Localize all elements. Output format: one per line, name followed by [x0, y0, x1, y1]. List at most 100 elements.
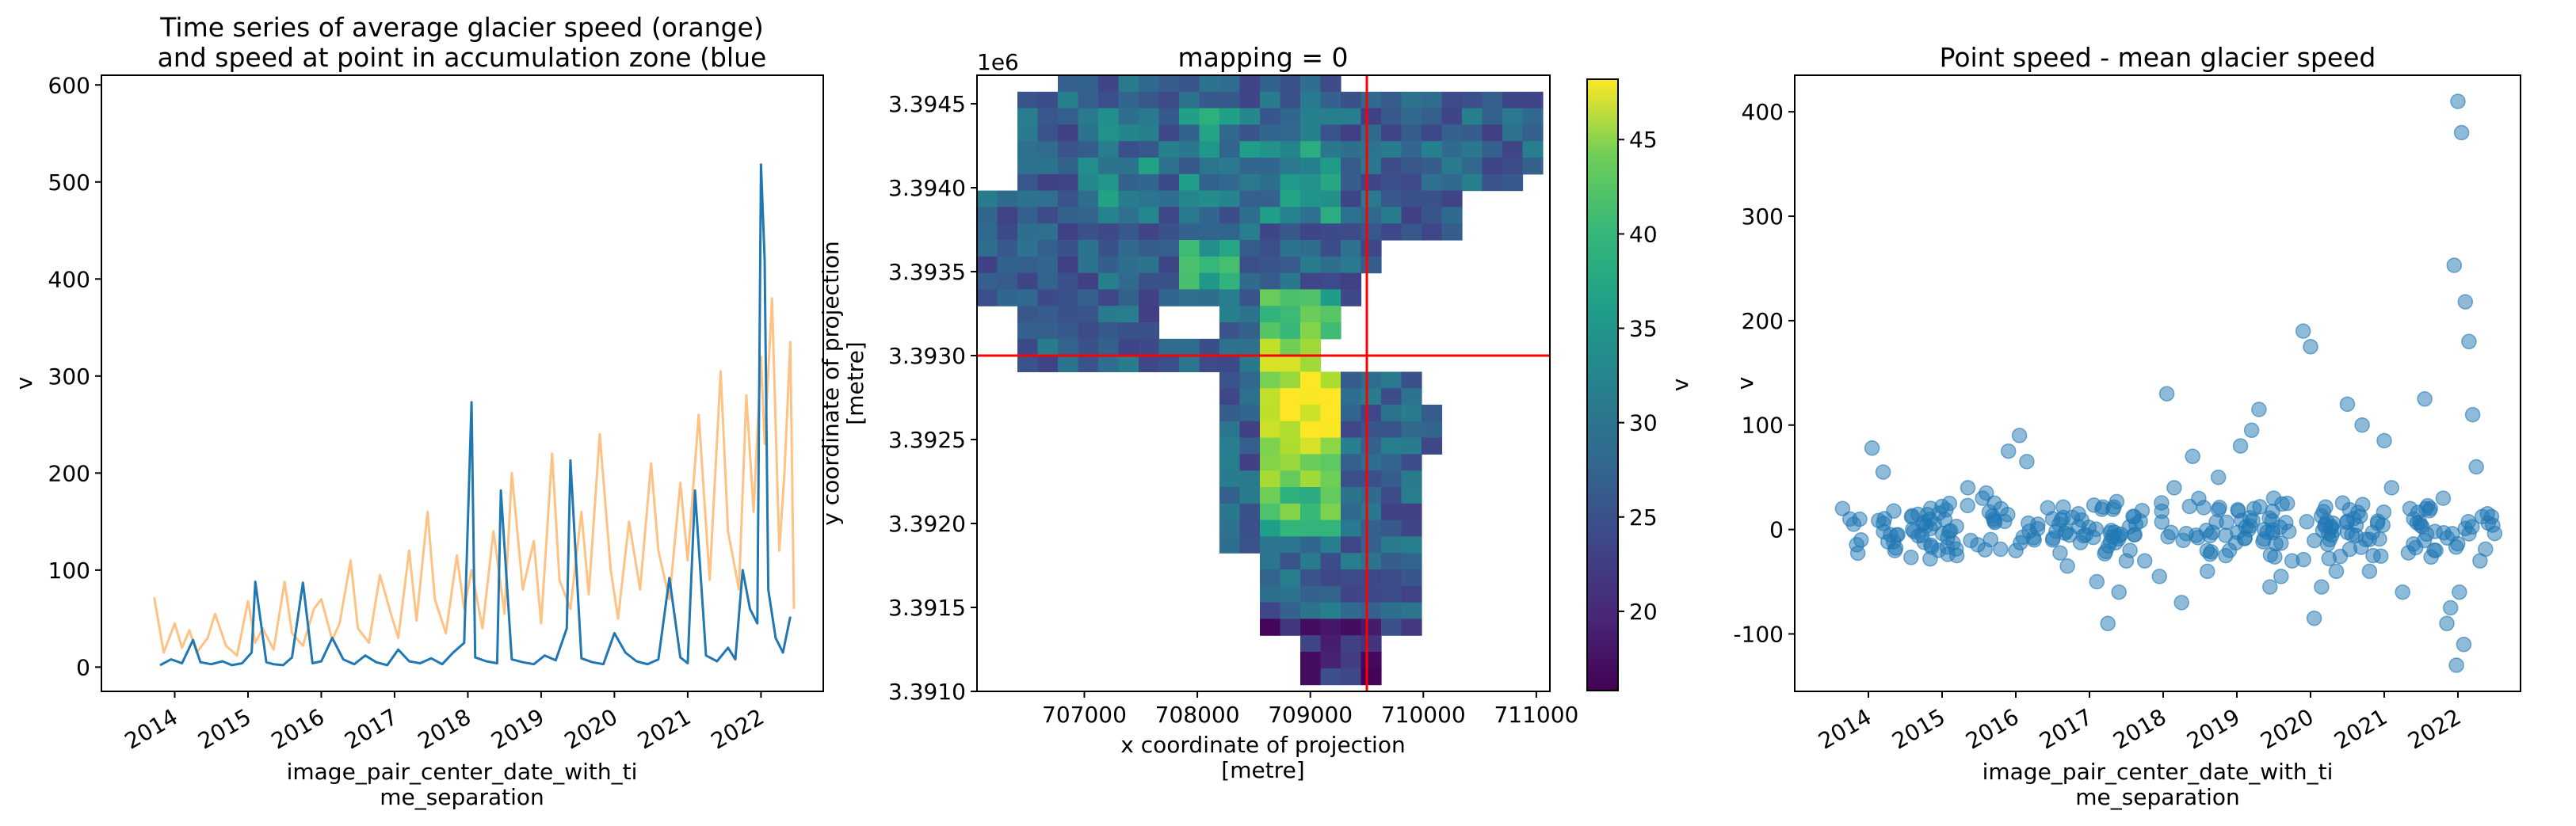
- heatmap-cell: [1179, 223, 1200, 241]
- scatter-point: [2112, 526, 2129, 542]
- heatmap-cell: [1300, 272, 1322, 290]
- heatmap-cell: [1381, 536, 1402, 554]
- heatmap-cell: [1037, 306, 1059, 323]
- scatter-point: [1970, 537, 1986, 553]
- scatter-point: [2464, 519, 2480, 535]
- heatmap-cell: [1361, 158, 1382, 175]
- heatmap-cell: [1139, 158, 1160, 175]
- panel2-ylabel-line2: [metre]: [842, 341, 868, 424]
- heatmap-cell: [1017, 91, 1039, 109]
- heatmap-cell: [1179, 240, 1200, 257]
- panel3-xlabel-line2: me_separation: [2075, 784, 2240, 810]
- scatter-point: [2044, 532, 2061, 548]
- heatmap-cell: [1139, 272, 1160, 290]
- y-tick-label: 3.3945: [888, 91, 966, 117]
- heatmap-cell: [1422, 108, 1443, 125]
- scatter-point: [1864, 440, 1880, 456]
- heatmap-cell: [1502, 91, 1524, 109]
- heatmap-cell: [1179, 158, 1200, 175]
- heatmap-cell: [1199, 91, 1220, 109]
- heatmap-cell: [1361, 437, 1382, 455]
- heatmap-cell: [1381, 371, 1402, 389]
- heatmap-cell: [1139, 256, 1160, 274]
- heatmap-cell: [1179, 124, 1200, 142]
- heatmap-cell: [1320, 256, 1341, 274]
- scatter-point: [2185, 448, 2200, 465]
- heatmap-cell: [1260, 487, 1281, 504]
- heatmap-cell: [1179, 256, 1200, 274]
- heatmap-cell: [997, 190, 1018, 207]
- heatmap-cell: [1280, 520, 1301, 537]
- heatmap-cell: [1422, 190, 1443, 207]
- heatmap-cell: [1199, 75, 1220, 93]
- colorbar-tick-label: 20: [1629, 599, 1658, 625]
- scatter-point: [2376, 504, 2392, 520]
- scatter-point: [2273, 535, 2289, 551]
- x-tick-label: 2016: [1961, 703, 2023, 754]
- scatter-point: [2154, 514, 2170, 530]
- panel2-title: mapping = 0: [1178, 42, 1349, 73]
- heatmap-cell: [1361, 91, 1382, 109]
- scatter-point: [2307, 532, 2322, 549]
- heatmap-cell: [1381, 602, 1402, 619]
- x-tick-label: 2021: [2330, 703, 2391, 754]
- scatter-point: [2321, 550, 2337, 567]
- scatter-point: [2318, 499, 2334, 515]
- x-tick-label: 2017: [2035, 703, 2097, 754]
- heatmap-cell: [1037, 108, 1059, 125]
- heatmap-cell: [1078, 207, 1099, 224]
- panel-scatter: Point speed - mean glacier speed -100 0 10…: [1732, 42, 2521, 810]
- heatmap-cell: [1320, 223, 1341, 241]
- heatmap-cell: [1300, 141, 1322, 158]
- scatter-point: [2435, 490, 2452, 506]
- heatmap-cell: [1058, 173, 1079, 192]
- heatmap-cell: [1219, 108, 1241, 125]
- heatmap-cell: [1320, 75, 1341, 93]
- heatmap-cell: [1037, 158, 1059, 175]
- heatmap-cell: [1441, 158, 1463, 175]
- heatmap-cell: [1422, 141, 1443, 158]
- series-mean-speed-line: [153, 297, 796, 657]
- heatmap-cell: [1017, 272, 1039, 290]
- heatmap-cell: [1098, 141, 1120, 158]
- scatter-point: [1926, 516, 1942, 531]
- heatmap-cell: [1239, 272, 1261, 290]
- heatmap-cell: [1341, 569, 1362, 587]
- heatmap-cell: [1098, 190, 1120, 207]
- panel2-ylabel-line1: y coordinate of projection: [818, 241, 844, 525]
- heatmap-cell: [1158, 338, 1180, 356]
- heatmap-cell: [1139, 289, 1160, 306]
- scatter-point: [1876, 511, 1893, 527]
- heatmap-cell: [1037, 272, 1059, 290]
- heatmap-cell: [1219, 520, 1241, 537]
- heatmap-cell: [1037, 173, 1059, 192]
- heatmap-cell: [1401, 602, 1422, 619]
- heatmap-cell: [1300, 520, 1322, 537]
- heatmap-cell: [1341, 635, 1362, 653]
- heatmap-cell: [1239, 91, 1261, 109]
- heatmap-cell: [1482, 173, 1503, 192]
- heatmap-cell: [977, 289, 998, 306]
- scatter-point: [2218, 547, 2234, 564]
- heatmap-cell: [1219, 405, 1241, 422]
- heatmap-cell: [1260, 289, 1281, 306]
- scatter-point: [2262, 546, 2279, 563]
- heatmap-cell: [1280, 503, 1301, 521]
- heatmap-cell: [1260, 158, 1281, 175]
- panel1-xlabel-line1: image_pair_center_date_with_ti: [287, 759, 638, 785]
- scatter-point: [1853, 532, 1869, 548]
- heatmap-cell: [1441, 173, 1463, 192]
- heatmap-cell: [1199, 289, 1220, 306]
- heatmap-cell: [1118, 272, 1139, 290]
- heatmap-cell: [1401, 91, 1422, 109]
- heatmap-cell: [1280, 454, 1301, 471]
- panel2-crosshair: [977, 75, 1550, 691]
- heatmap-cell: [1280, 272, 1301, 290]
- panel3-ylabel: v: [1732, 377, 1758, 390]
- scatter-point: [2136, 553, 2153, 569]
- scatter-point: [1875, 464, 1891, 480]
- panel1-x-axis: 2014 2015 2016 2017 2018 2019 2020 2021 2022: [120, 691, 769, 755]
- heatmap-cell: [1300, 503, 1322, 521]
- heatmap-cell: [1522, 124, 1544, 142]
- scatter-point: [1945, 535, 1961, 551]
